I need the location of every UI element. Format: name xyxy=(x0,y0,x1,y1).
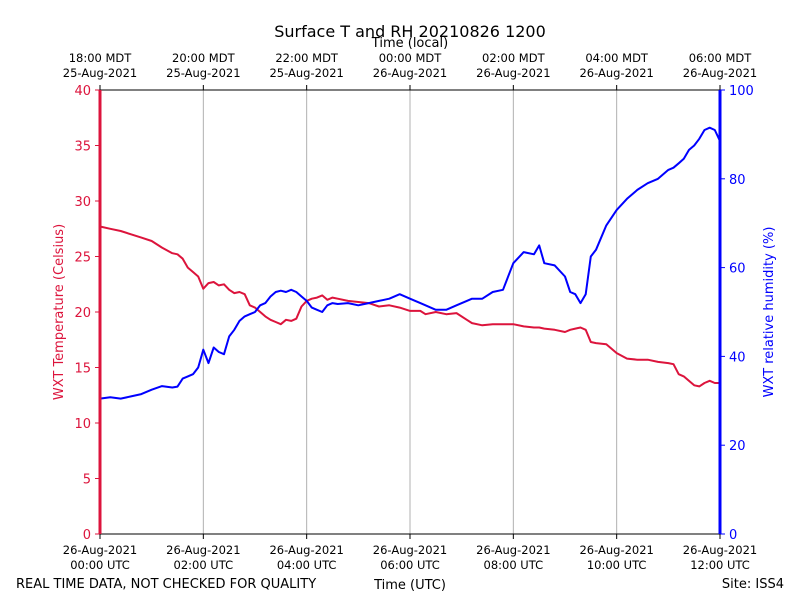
right-tick-label: 20 xyxy=(729,439,746,454)
left-tick-label: 35 xyxy=(74,140,91,155)
x-axis-label: Time (UTC) xyxy=(373,578,446,593)
right-axis-ticks: 0 20 40 60 80 100 xyxy=(720,84,754,543)
left-tick-label: 0 xyxy=(83,528,91,543)
right-tick-label: 60 xyxy=(729,262,746,277)
bottom-tick-time: 08:00 UTC xyxy=(484,558,544,572)
top-tick-date: 26-Aug-2021 xyxy=(373,66,447,80)
gridlines xyxy=(202,90,618,534)
right-tick-label: 0 xyxy=(729,528,737,543)
top-tick-time: 06:00 MDT xyxy=(689,51,753,65)
bottom-tick-date: 26-Aug-2021 xyxy=(579,543,653,557)
footer-disclaimer: REAL TIME DATA, NOT CHECKED FOR QUALITY xyxy=(16,577,316,592)
left-tick-label: 40 xyxy=(74,84,91,99)
bottom-tick-date: 26-Aug-2021 xyxy=(166,543,240,557)
top-tick-time: 20:00 MDT xyxy=(172,51,236,65)
bottom-tick-date: 26-Aug-2021 xyxy=(63,543,137,557)
left-tick-label: 10 xyxy=(74,417,91,432)
right-tick-label: 80 xyxy=(729,173,746,188)
right-tick-label: 100 xyxy=(729,84,754,99)
temperature-series-line xyxy=(99,225,720,388)
bottom-tick-date: 26-Aug-2021 xyxy=(683,543,757,557)
bottom-tick-time: 04:00 UTC xyxy=(277,558,337,572)
bottom-tick-date: 26-Aug-2021 xyxy=(269,543,343,557)
top-tick-date: 26-Aug-2021 xyxy=(683,66,757,80)
bottom-tick-time: 12:00 UTC xyxy=(690,558,750,572)
right-axis-label: WXT relative humidity (%) xyxy=(762,227,777,398)
left-tick-label: 20 xyxy=(74,306,91,321)
top-tick-date: 25-Aug-2021 xyxy=(63,66,137,80)
bottom-tick-time: 10:00 UTC xyxy=(587,558,647,572)
bottom-tick-time: 02:00 UTC xyxy=(174,558,234,572)
top-tick-time: 00:00 MDT xyxy=(379,51,443,65)
top-tick-date: 26-Aug-2021 xyxy=(579,66,653,80)
left-tick-label: 30 xyxy=(74,195,91,210)
top-tick-time: 18:00 MDT xyxy=(69,51,133,65)
top-tick-date: 25-Aug-2021 xyxy=(269,66,343,80)
top-tick-date: 26-Aug-2021 xyxy=(476,66,550,80)
top-axis-title: Time (local) xyxy=(371,36,448,51)
bottom-tick-date: 26-Aug-2021 xyxy=(373,543,447,557)
right-tick-label: 40 xyxy=(729,350,746,365)
left-axis-ticks: 0 5 10 15 20 25 30 35 40 xyxy=(74,84,100,543)
left-tick-label: 25 xyxy=(74,251,91,266)
bottom-tick-time: 00:00 UTC xyxy=(70,558,130,572)
top-tick-time: 04:00 MDT xyxy=(585,51,649,65)
humidity-series-line xyxy=(99,126,721,400)
left-tick-label: 15 xyxy=(74,362,91,377)
left-axis-label: WXT Temperature (Celsius) xyxy=(52,224,67,400)
top-tick-time: 22:00 MDT xyxy=(275,51,339,65)
top-tick-time: 02:00 MDT xyxy=(482,51,546,65)
bottom-tick-time: 06:00 UTC xyxy=(380,558,440,572)
top-tick-date: 25-Aug-2021 xyxy=(166,66,240,80)
chart-title: Surface T and RH 20210826 1200 xyxy=(274,22,546,41)
footer-site: Site: ISS4 xyxy=(722,577,784,592)
left-tick-label: 5 xyxy=(83,473,91,488)
bottom-tick-date: 26-Aug-2021 xyxy=(476,543,550,557)
